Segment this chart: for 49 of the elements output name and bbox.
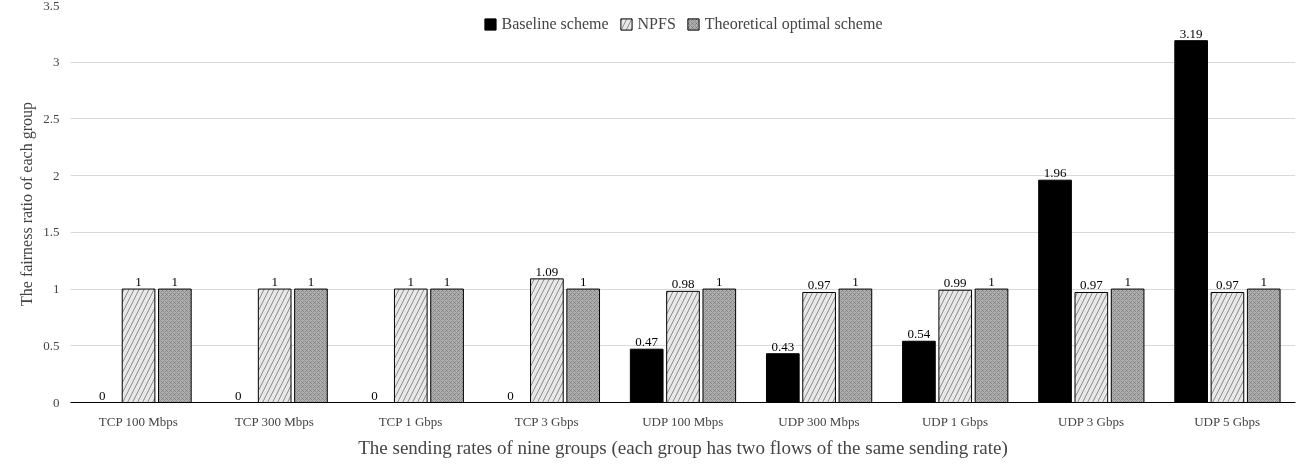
data-label: 1.09 bbox=[535, 263, 559, 279]
legend-label: Theoretical optimal scheme bbox=[704, 15, 883, 33]
data-label: 1 bbox=[443, 274, 451, 290]
y-tick-label: 3.5 bbox=[43, 0, 60, 13]
data-label: 1.96 bbox=[1043, 165, 1067, 181]
legend-label: NPFS bbox=[637, 15, 676, 33]
data-label: 0.98 bbox=[671, 276, 695, 292]
data-label: 1 bbox=[1124, 274, 1131, 290]
y-tick-label: 3 bbox=[53, 54, 60, 70]
data-label: 0.97 bbox=[807, 277, 831, 293]
x-tick-label: TCP 100 Mbps bbox=[98, 413, 178, 429]
x-tick-label: UDP 100 Mbps bbox=[642, 413, 724, 429]
y-tick-label: 2.5 bbox=[43, 110, 60, 126]
data-label: 1 bbox=[271, 274, 278, 290]
y-tick-label: 2 bbox=[53, 167, 60, 183]
y-tick-label: 1.5 bbox=[43, 224, 60, 240]
data-label: 1 bbox=[1260, 274, 1267, 290]
data-label: 0.99 bbox=[943, 275, 967, 291]
x-tick-label: TCP 300 Mbps bbox=[234, 413, 314, 429]
data-label: 0.97 bbox=[1079, 277, 1104, 293]
y-tick-label: 0.5 bbox=[43, 337, 60, 353]
data-label: 3.19 bbox=[1179, 25, 1203, 41]
data-label: 0.47 bbox=[635, 334, 659, 350]
y-tick-label: 1 bbox=[53, 281, 60, 297]
x-tick-label: UDP 1 Gbps bbox=[922, 413, 988, 429]
data-label: 1 bbox=[852, 274, 859, 290]
x-tick-label: UDP 3 Gbps bbox=[1058, 413, 1125, 429]
data-label: 0.43 bbox=[771, 338, 795, 354]
y-tick-label: 0 bbox=[53, 394, 60, 410]
data-label: 0 bbox=[235, 387, 242, 403]
x-tick-label: TCP 1 Gbps bbox=[378, 413, 443, 429]
x-axis-title: The sending rates of nine groups (each group has two flows of the same sending rate) bbox=[358, 436, 1008, 459]
legend-label: Baseline scheme bbox=[501, 15, 609, 33]
data-label: 1 bbox=[307, 274, 315, 290]
data-label: 1 bbox=[135, 274, 142, 290]
x-tick-label: UDP 300 Mbps bbox=[778, 413, 860, 429]
x-tick-label: UDP 5 Gbps bbox=[1194, 413, 1261, 429]
data-label: 1 bbox=[407, 274, 415, 290]
data-label: 0 bbox=[507, 387, 514, 403]
y-axis-title: The fairness ratio of each group bbox=[18, 102, 37, 306]
data-label: 0.97 bbox=[1216, 277, 1240, 293]
data-label: 0.54 bbox=[907, 326, 931, 342]
data-label: 0 bbox=[371, 387, 378, 403]
data-label: 0 bbox=[99, 387, 106, 403]
x-tick-label: TCP 3 Gbps bbox=[514, 413, 579, 429]
data-label: 1 bbox=[716, 274, 723, 290]
data-label: 1 bbox=[579, 274, 587, 290]
data-label: 1 bbox=[988, 274, 995, 290]
data-label: 1 bbox=[171, 274, 179, 290]
